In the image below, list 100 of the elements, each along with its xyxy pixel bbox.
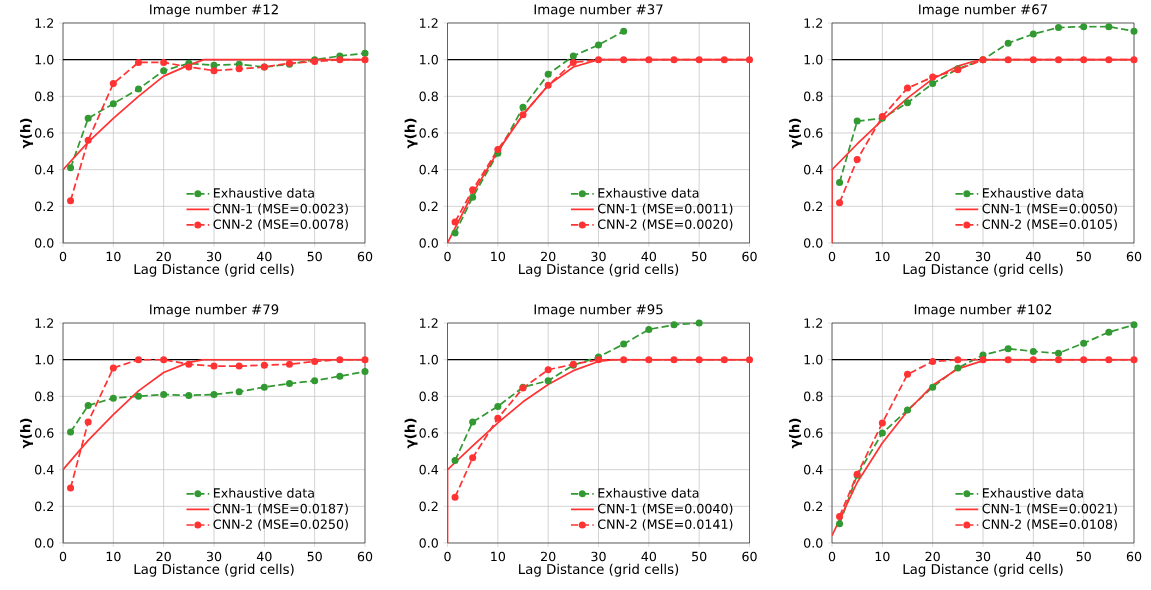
y-tick-label: 0.4 (419, 464, 439, 475)
legend-label: CNN-2 (MSE=0.0141) (597, 519, 733, 531)
x-tick-label: 30 (591, 251, 606, 262)
legend-label: Exhaustive data (983, 487, 1083, 498)
x-tick-label: 40 (641, 551, 657, 562)
x-tick-label: 60 (357, 551, 373, 562)
y-tick-label: 0.0 (803, 538, 823, 548)
x-tick-label: 10 (875, 251, 890, 262)
y-tick-label: 0.8 (803, 391, 823, 402)
y-tick-label: 0.6 (34, 428, 54, 438)
y-tick-label: 1.0 (420, 54, 438, 65)
y-tick-label: 0.2 (34, 501, 54, 512)
y-axis-title: γ(h) (404, 418, 418, 449)
x-tick-label: 40 (1025, 551, 1041, 562)
x-tick-label: 20 (541, 551, 556, 562)
x-tick-label: 0 (59, 551, 67, 562)
x-tick-label: 50 (307, 551, 322, 562)
x-tick-label: 50 (692, 551, 707, 562)
legend-label: Exhaustive data (214, 487, 314, 498)
chart-title: Image number #95 (534, 304, 663, 317)
y-tick-label: 0.4 (803, 164, 823, 175)
x-tick-label: 30 (591, 551, 606, 562)
y-tick-label: 0.4 (419, 164, 439, 175)
chart-title: Image number #12 (150, 4, 278, 17)
x-axis-title: Lag Distance (grid cells) (519, 263, 679, 277)
x-tick-label: 60 (1126, 551, 1142, 562)
y-tick-label: 0.6 (803, 128, 823, 138)
x-tick-label: 20 (541, 251, 556, 262)
x-tick-label: 20 (925, 551, 940, 562)
y-tick-label: 0.4 (34, 464, 54, 475)
x-tick-label: 10 (875, 551, 890, 562)
y-tick-label: 0.6 (34, 128, 54, 138)
x-tick-label: 60 (742, 251, 757, 262)
y-tick-label: 1.0 (35, 354, 54, 365)
x-tick-label: 10 (491, 251, 506, 262)
x-tick-label: 30 (206, 551, 222, 562)
chart-title: Image number #67 (919, 4, 1048, 17)
x-tick-label: 50 (307, 251, 322, 262)
y-tick-label: 0.6 (419, 128, 438, 138)
x-tick-label: 50 (692, 251, 707, 262)
legend-label: CNN-2 (MSE=0.0078) (213, 219, 348, 231)
x-tick-label: 10 (106, 551, 121, 562)
y-tick-label: 0.2 (803, 501, 823, 512)
x-tick-label: 60 (1126, 251, 1142, 262)
y-tick-label: 0.8 (419, 91, 438, 102)
x-tick-label: 0 (828, 251, 836, 262)
y-tick-label: 0.2 (419, 201, 438, 212)
x-tick-label: 40 (256, 551, 272, 562)
x-tick-label: 50 (1076, 251, 1091, 262)
y-tick-label: 0.2 (419, 501, 438, 512)
x-tick-label: 0 (59, 251, 67, 262)
x-tick-label: 30 (206, 251, 222, 262)
y-tick-label: 0.8 (419, 391, 438, 402)
y-tick-label: 0.0 (34, 238, 54, 248)
legend-label: Exhaustive data (598, 187, 699, 198)
legend-label: CNN-2 (MSE=0.0108) (982, 519, 1117, 531)
y-tick-label: 1.0 (804, 54, 823, 65)
legend-label: Exhaustive data (214, 187, 314, 198)
y-axis-title: γ(h) (404, 118, 418, 149)
y-tick-label: 0.8 (34, 91, 54, 102)
legend-label: CNN-2 (MSE=0.0105) (982, 219, 1117, 231)
y-tick-label: 0.8 (803, 91, 823, 102)
x-tick-label: 0 (828, 551, 836, 562)
legend-label: CNN-1 (MSE=0.0040) (597, 503, 733, 515)
y-axis-title: γ(h) (789, 418, 803, 449)
x-tick-label: 40 (641, 251, 657, 262)
y-axis-title: γ(h) (20, 118, 34, 149)
x-tick-label: 20 (925, 251, 940, 262)
legend-label: CNN-1 (MSE=0.0011) (597, 203, 733, 215)
x-tick-label: 0 (444, 251, 451, 262)
y-tick-label: 0.0 (419, 238, 438, 248)
legend-label: CNN-1 (MSE=0.0021) (982, 503, 1117, 515)
legend-label: Exhaustive data (983, 187, 1083, 198)
y-tick-label: 1.2 (804, 18, 823, 28)
y-axis-title: γ(h) (20, 418, 34, 449)
y-tick-label: 0.6 (803, 428, 823, 438)
y-tick-label: 1.0 (35, 54, 54, 65)
y-tick-label: 1.0 (420, 354, 438, 365)
y-tick-label: 1.0 (804, 354, 823, 365)
legend-label: Exhaustive data (598, 487, 699, 498)
y-tick-label: 1.2 (420, 18, 438, 28)
x-tick-label: 20 (156, 551, 171, 562)
y-tick-label: 1.2 (804, 318, 823, 328)
chart-title: Image number #37 (534, 4, 663, 17)
y-tick-label: 0.6 (419, 428, 438, 438)
x-tick-label: 20 (156, 251, 171, 262)
x-axis-title: Lag Distance (grid cells) (903, 263, 1063, 277)
y-tick-label: 0.0 (34, 538, 54, 548)
y-tick-label: 0.4 (34, 164, 54, 175)
legend-label: CNN-1 (MSE=0.0187) (213, 503, 348, 515)
x-tick-label: 40 (256, 251, 272, 262)
x-axis-title: Lag Distance (grid cells) (519, 563, 679, 577)
x-tick-label: 0 (444, 551, 451, 562)
x-tick-label: 10 (106, 251, 121, 262)
y-tick-label: 1.2 (420, 318, 438, 328)
y-axis-title: γ(h) (789, 118, 803, 149)
y-tick-label: 0.4 (803, 464, 823, 475)
x-tick-label: 30 (975, 551, 991, 562)
x-axis-title: Lag Distance (grid cells) (903, 563, 1063, 577)
y-tick-label: 0.8 (34, 391, 54, 402)
